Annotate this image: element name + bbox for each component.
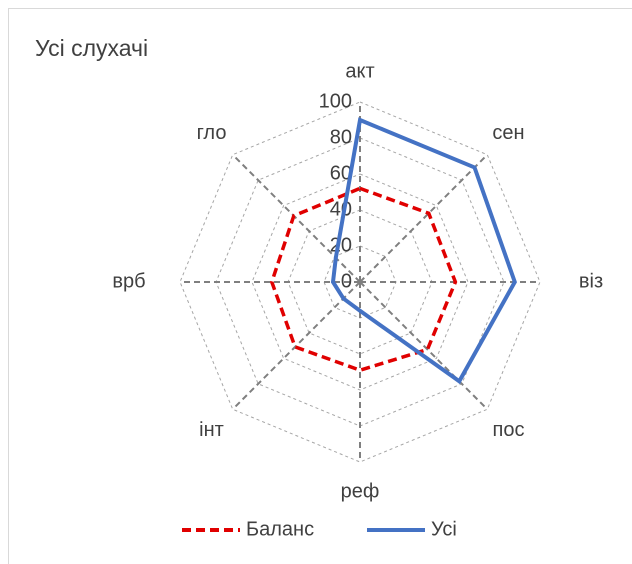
category-label: сен: [492, 122, 524, 144]
grid-ring: [179, 101, 541, 463]
r-tick-label: 60: [330, 162, 352, 184]
series-line: [330, 117, 517, 385]
r-tick-label: 100: [319, 90, 352, 112]
axis-spoke: [359, 154, 488, 283]
category-label: віз: [579, 270, 603, 292]
category-label: пос: [493, 419, 525, 441]
r-tick-label: 80: [330, 126, 352, 148]
axis-spoke: [359, 281, 488, 410]
r-tick-label: 0: [341, 270, 352, 292]
legend-label: Баланс: [246, 518, 314, 540]
category-label: реф: [341, 480, 380, 502]
r-tick-label: 40: [330, 198, 352, 220]
grid-ring: [287, 209, 433, 355]
legend-label: Усі: [431, 518, 457, 540]
category-label: врб: [112, 270, 145, 292]
category-label: інт: [199, 419, 224, 441]
grid-ring: [251, 173, 469, 391]
chart-title: Усі слухачі: [35, 35, 148, 61]
category-label: гло: [197, 122, 227, 144]
axis-spoke: [232, 154, 361, 283]
category-label: акт: [345, 60, 374, 82]
chart-frame: [8, 8, 632, 564]
